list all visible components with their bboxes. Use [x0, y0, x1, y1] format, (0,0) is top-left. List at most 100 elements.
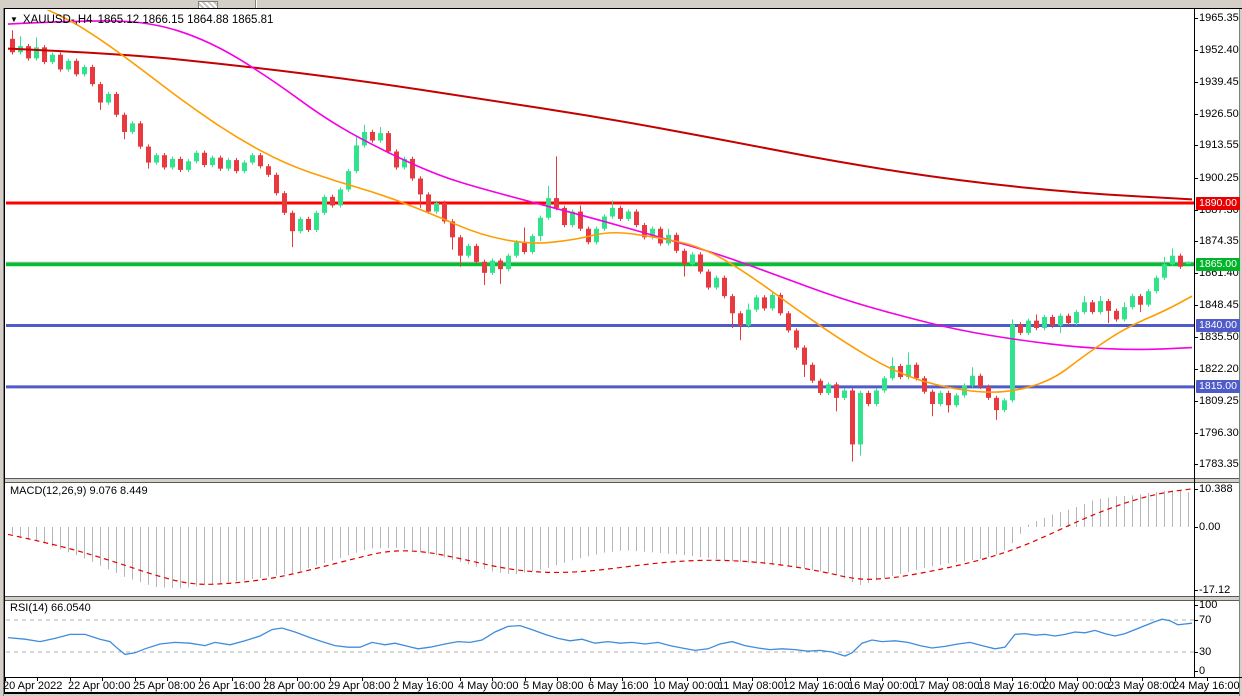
candle-body — [602, 216, 607, 229]
time-axis-tick — [232, 677, 233, 681]
time-axis-label: 29 Apr 08:00 — [328, 680, 391, 692]
time-axis-border — [5, 677, 1242, 678]
time-axis-label: 11 May 08:00 — [718, 680, 784, 692]
macd-axis-tick — [1194, 527, 1198, 528]
candle-body — [874, 390, 879, 404]
candle-body — [530, 236, 535, 253]
candle-body — [386, 133, 391, 152]
candle-body — [994, 397, 999, 411]
price-axis-label: 1939.45 — [1199, 75, 1239, 88]
candle-body — [298, 218, 303, 232]
candle-body — [306, 218, 311, 230]
time-axis-label: 23 May 08:00 — [1108, 680, 1175, 692]
candle-body — [810, 364, 815, 381]
pane-splitter-rsi[interactable] — [5, 596, 1239, 601]
candle-body — [1002, 400, 1007, 411]
time-axis-label: 10 May 00:00 — [653, 680, 720, 692]
candle-body — [1058, 315, 1063, 326]
time-axis-tick — [265, 677, 266, 681]
rsi-pane[interactable] — [6, 600, 1194, 677]
time-axis-label: 18 May 16:00 — [978, 680, 1045, 692]
candle-body — [186, 161, 191, 170]
time-axis-tick — [200, 677, 201, 681]
candle-body — [322, 196, 327, 213]
candle-body — [690, 254, 695, 265]
price-level-badge-1840.00: 1840.00 — [1196, 319, 1240, 333]
time-axis-tick — [70, 677, 71, 681]
time-axis-tick — [1207, 677, 1208, 681]
candle-body — [290, 212, 295, 232]
time-axis-tick — [590, 677, 591, 681]
candle-body — [274, 174, 279, 194]
time-axis-tick — [37, 677, 38, 681]
candle-body — [1034, 320, 1039, 329]
candle-body — [930, 391, 935, 404]
price-axis-tick — [1194, 464, 1198, 466]
candle-body — [218, 157, 223, 169]
candle-body — [634, 211, 639, 226]
time-axis-label: 16 May 00:00 — [848, 680, 915, 692]
time-axis-label: 5 May 08:00 — [523, 680, 584, 692]
price-axis-tick — [1194, 50, 1198, 52]
candle-body — [34, 47, 39, 59]
candle-body — [554, 198, 559, 208]
candle-body — [146, 146, 151, 163]
candle-body — [370, 131, 375, 141]
price-axis-tick — [1194, 18, 1198, 20]
macd-axis-label: 0.00 — [1199, 521, 1221, 533]
time-axis-tick — [167, 677, 168, 681]
candle-body — [938, 392, 943, 404]
candle-body — [1026, 320, 1031, 333]
candle-body — [362, 131, 367, 146]
candle-body — [522, 242, 527, 253]
candle-body — [754, 297, 759, 310]
macd-axis-tick — [1194, 488, 1198, 490]
candle-body — [410, 158, 415, 179]
time-axis-tick — [850, 677, 851, 681]
candle-body — [10, 38, 15, 53]
rsi-axis-label: 100 — [1199, 599, 1218, 611]
price-axis-label: 1913.55 — [1199, 139, 1239, 152]
candle-body — [346, 171, 351, 190]
macd-pane[interactable] — [6, 482, 1194, 596]
candle-body — [834, 384, 839, 398]
price-axis-label: 1965.35 — [1199, 12, 1239, 25]
rsi-axis-tick — [1194, 620, 1198, 621]
time-axis-label: 17 May 08:00 — [913, 680, 980, 692]
price-axis-tick — [1194, 209, 1198, 211]
price-chart-pane[interactable] — [6, 10, 1194, 478]
rsi-axis-label: 70 — [1199, 614, 1212, 626]
rsi-axis-tick — [1194, 605, 1198, 606]
candle-body — [1050, 316, 1055, 326]
candle-body — [906, 364, 911, 378]
time-axis-tick — [525, 677, 526, 681]
candle-body — [378, 133, 383, 141]
candle-body — [642, 225, 647, 238]
candle-body — [450, 221, 455, 238]
candle-body — [1090, 302, 1095, 313]
time-axis-tick — [492, 677, 493, 681]
chart-collapse-icon[interactable]: ▼ — [10, 15, 18, 24]
candle-body — [802, 347, 807, 365]
price-axis-tick — [1194, 336, 1198, 338]
candle-body — [354, 145, 359, 172]
price-axis-tick — [1194, 177, 1198, 179]
candle-body — [786, 313, 791, 331]
candle-body — [1162, 264, 1167, 278]
candle-body — [90, 66, 95, 85]
price-axis-label: 1783.35 — [1199, 458, 1239, 471]
candle-body — [970, 375, 975, 386]
chart-symbol-timeframe: XAUUSD-,H4 — [22, 14, 93, 26]
candle-body — [162, 155, 167, 168]
candle-body — [226, 160, 231, 169]
candle-body — [1082, 302, 1087, 313]
candle-body — [210, 157, 215, 166]
window-bottom-strip — [4, 694, 1239, 696]
candle-body — [778, 294, 783, 314]
candle-body — [1098, 301, 1103, 313]
pane-splitter-macd[interactable] — [5, 478, 1239, 483]
candle-body — [626, 211, 631, 219]
candle-body — [194, 152, 199, 162]
macd-axis-label: 10.388 — [1199, 482, 1233, 495]
candle-body — [58, 54, 63, 70]
